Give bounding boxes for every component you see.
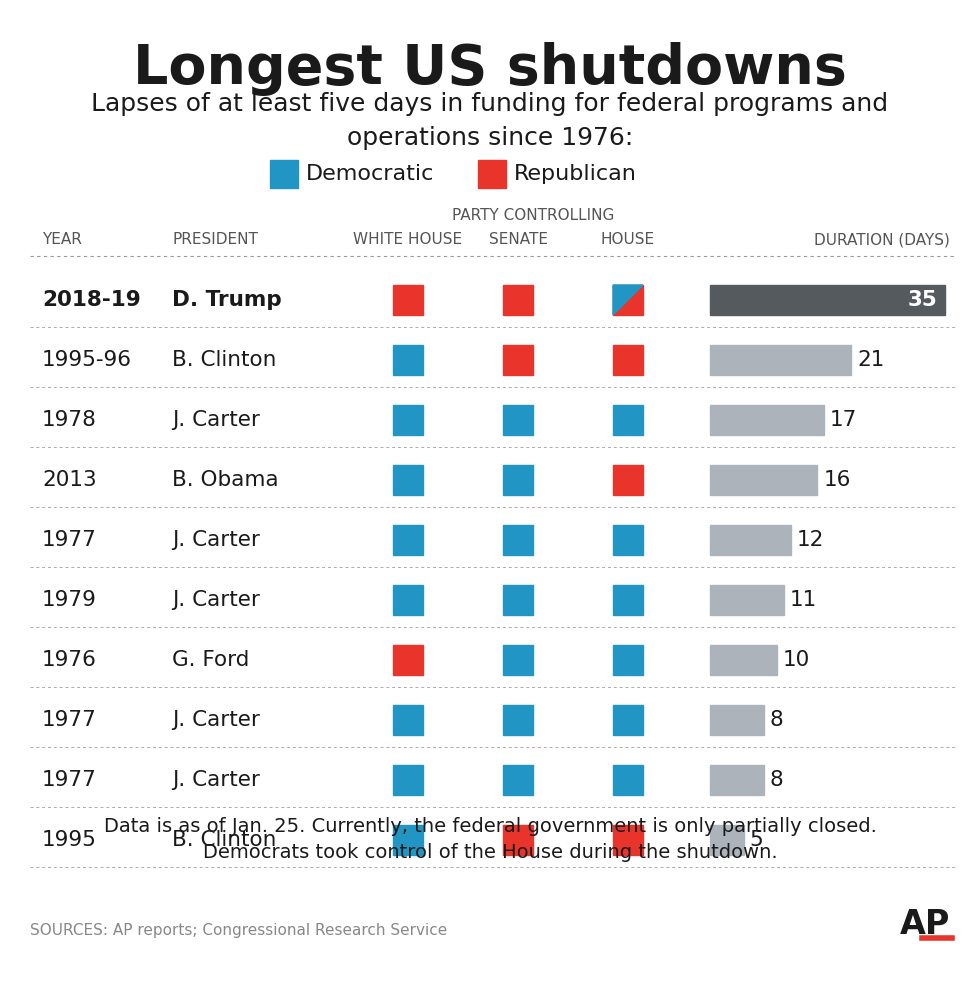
FancyBboxPatch shape (393, 405, 423, 435)
Text: 5: 5 (750, 830, 763, 850)
Text: J. Carter: J. Carter (172, 710, 260, 730)
FancyBboxPatch shape (503, 525, 533, 555)
Text: SOURCES: AP reports; Congressional Research Service: SOURCES: AP reports; Congressional Resea… (30, 923, 447, 937)
Text: AP: AP (900, 908, 950, 940)
FancyBboxPatch shape (503, 705, 533, 735)
Text: 1995-96: 1995-96 (42, 350, 132, 370)
FancyBboxPatch shape (710, 705, 763, 735)
Text: 8: 8 (769, 710, 783, 730)
Text: 8: 8 (769, 770, 783, 790)
FancyBboxPatch shape (393, 585, 423, 615)
FancyBboxPatch shape (503, 585, 533, 615)
Text: 1977: 1977 (42, 710, 97, 730)
Text: Republican: Republican (514, 164, 637, 184)
Text: 17: 17 (830, 410, 858, 430)
FancyBboxPatch shape (270, 160, 298, 188)
FancyBboxPatch shape (503, 825, 533, 855)
Text: 35: 35 (907, 290, 937, 310)
Text: 1976: 1976 (42, 650, 97, 670)
Text: B. Clinton: B. Clinton (172, 350, 276, 370)
FancyBboxPatch shape (710, 345, 851, 375)
FancyBboxPatch shape (503, 765, 533, 795)
Text: 2018-19: 2018-19 (42, 290, 141, 310)
Text: 12: 12 (797, 530, 824, 550)
FancyBboxPatch shape (613, 705, 643, 735)
FancyBboxPatch shape (393, 465, 423, 495)
Text: B. Obama: B. Obama (172, 470, 278, 490)
Text: 10: 10 (783, 650, 810, 670)
FancyBboxPatch shape (503, 645, 533, 675)
FancyBboxPatch shape (710, 405, 824, 435)
FancyBboxPatch shape (393, 705, 423, 735)
Text: Democrats took control of the House during the shutdown.: Democrats took control of the House duri… (203, 843, 777, 862)
FancyBboxPatch shape (503, 405, 533, 435)
FancyBboxPatch shape (710, 285, 945, 315)
Text: HOUSE: HOUSE (601, 232, 655, 247)
FancyBboxPatch shape (710, 465, 817, 495)
Text: 1995: 1995 (42, 830, 97, 850)
Text: WHITE HOUSE: WHITE HOUSE (354, 232, 463, 247)
FancyBboxPatch shape (393, 645, 423, 675)
Text: Data is as of Jan. 25. Currently, the federal government is only partially close: Data is as of Jan. 25. Currently, the fe… (104, 817, 876, 836)
FancyBboxPatch shape (393, 345, 423, 375)
FancyBboxPatch shape (710, 585, 784, 615)
FancyBboxPatch shape (393, 525, 423, 555)
FancyBboxPatch shape (503, 465, 533, 495)
FancyBboxPatch shape (710, 645, 777, 675)
Text: Longest US shutdowns: Longest US shutdowns (133, 42, 847, 96)
Text: 1978: 1978 (42, 410, 97, 430)
Text: J. Carter: J. Carter (172, 410, 260, 430)
Text: 1977: 1977 (42, 530, 97, 550)
Text: PRESIDENT: PRESIDENT (172, 232, 258, 247)
Polygon shape (613, 285, 643, 315)
FancyBboxPatch shape (613, 645, 643, 675)
Text: YEAR: YEAR (42, 232, 82, 247)
FancyBboxPatch shape (613, 345, 643, 375)
FancyBboxPatch shape (393, 285, 423, 315)
FancyBboxPatch shape (393, 825, 423, 855)
FancyBboxPatch shape (710, 825, 744, 855)
Text: 1979: 1979 (42, 590, 97, 610)
Text: D. Trump: D. Trump (172, 290, 282, 310)
Text: J. Carter: J. Carter (172, 590, 260, 610)
FancyBboxPatch shape (613, 765, 643, 795)
Text: 1977: 1977 (42, 770, 97, 790)
FancyBboxPatch shape (613, 585, 643, 615)
Text: J. Carter: J. Carter (172, 530, 260, 550)
FancyBboxPatch shape (710, 525, 791, 555)
Text: SENATE: SENATE (488, 232, 548, 247)
FancyBboxPatch shape (503, 285, 533, 315)
FancyBboxPatch shape (503, 345, 533, 375)
FancyBboxPatch shape (478, 160, 506, 188)
FancyBboxPatch shape (613, 825, 643, 855)
Text: 21: 21 (857, 350, 884, 370)
Text: 2013: 2013 (42, 470, 97, 490)
Text: 11: 11 (790, 590, 817, 610)
Text: G. Ford: G. Ford (172, 650, 249, 670)
Text: B. Clinton: B. Clinton (172, 830, 276, 850)
Text: DURATION (DAYS): DURATION (DAYS) (814, 232, 950, 247)
Text: Lapses of at least five days in funding for federal programs and
operations sinc: Lapses of at least five days in funding … (91, 92, 889, 150)
FancyBboxPatch shape (393, 765, 423, 795)
FancyBboxPatch shape (710, 765, 763, 795)
Text: Democratic: Democratic (306, 164, 434, 184)
FancyBboxPatch shape (613, 525, 643, 555)
FancyBboxPatch shape (613, 285, 643, 315)
Text: J. Carter: J. Carter (172, 770, 260, 790)
FancyBboxPatch shape (613, 465, 643, 495)
Text: 16: 16 (823, 470, 851, 490)
Text: PARTY CONTROLLING: PARTY CONTROLLING (452, 208, 614, 223)
FancyBboxPatch shape (613, 405, 643, 435)
